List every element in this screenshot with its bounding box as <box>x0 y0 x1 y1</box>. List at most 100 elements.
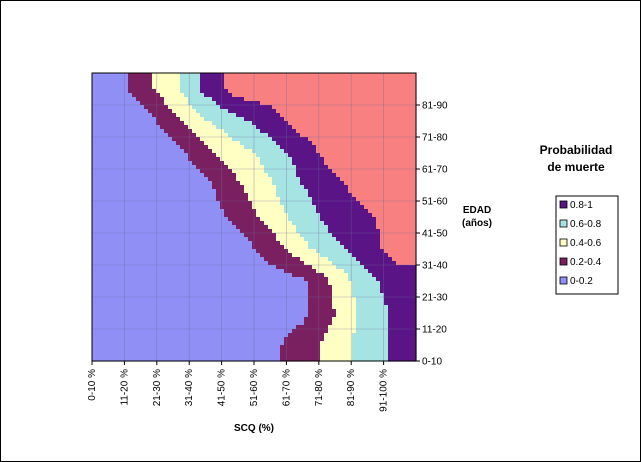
contour-cell <box>288 121 417 126</box>
contour-cell <box>352 285 381 290</box>
contour-cell <box>144 105 169 110</box>
contour-cell <box>164 97 189 102</box>
contour-cell <box>380 289 417 294</box>
contour-cell <box>392 257 417 262</box>
contour-cell <box>340 241 381 246</box>
contour-cell <box>296 165 329 170</box>
contour-cell <box>356 309 389 314</box>
contour-cell <box>268 225 297 230</box>
contour-cell <box>92 217 229 222</box>
contour-cell <box>92 325 297 330</box>
contour-cell <box>304 317 333 322</box>
contour-cell <box>276 109 417 114</box>
contour-cell <box>232 93 417 98</box>
y-tick-label: 0-10 <box>422 357 442 368</box>
contour-cell <box>380 229 417 234</box>
contour-cell <box>92 337 285 342</box>
contour-cell <box>256 213 289 218</box>
contour-cell <box>224 85 417 90</box>
y-tick-label: 31-40 <box>422 261 448 272</box>
legend-title-line-2: de muerte <box>547 160 605 174</box>
contour-cell <box>360 201 417 206</box>
contour-cell <box>92 145 181 150</box>
contour-cell <box>92 329 293 334</box>
contour-cell <box>380 237 417 242</box>
contour-cell <box>148 109 173 114</box>
legend-label: 0.6-0.8 <box>570 219 602 230</box>
contour-cell <box>92 149 185 154</box>
contour-cell <box>92 189 217 194</box>
contour-cell <box>276 141 313 146</box>
contour-cell <box>320 357 353 362</box>
x-tick-label: 21-30 % <box>152 369 163 406</box>
contour-cell <box>388 309 417 314</box>
contour-cell <box>308 137 417 142</box>
contour-cell <box>216 193 249 198</box>
contour-cell <box>276 189 309 194</box>
contour-cell <box>92 241 253 246</box>
contour-cell <box>280 113 417 118</box>
legend-swatch <box>559 219 568 228</box>
contour-cell <box>92 81 129 86</box>
contour-cell <box>92 225 237 230</box>
contour-cell <box>320 345 353 350</box>
contour-cell <box>204 141 241 146</box>
contour-cell <box>324 337 353 342</box>
contour-cell <box>136 97 165 102</box>
contour-cell <box>272 229 297 234</box>
contour-cell <box>320 341 353 346</box>
legend-swatch <box>559 238 568 247</box>
contour-cell <box>92 173 205 178</box>
contour-cell <box>224 209 257 214</box>
contour-cell <box>384 297 417 302</box>
contour-cell <box>228 217 261 222</box>
contour-cell <box>388 337 417 342</box>
contour-cell <box>360 261 397 266</box>
contour-cell <box>208 145 245 150</box>
contour-cell <box>92 141 177 146</box>
contour-cell <box>316 149 417 154</box>
contour-cell <box>276 193 309 198</box>
contour-cell <box>92 265 277 270</box>
contour-cell <box>196 165 229 170</box>
contour-cell <box>92 245 253 250</box>
contour-cell <box>308 289 333 294</box>
contour-cell <box>156 89 181 94</box>
contour-cell <box>252 245 285 250</box>
contour-cell <box>288 217 321 222</box>
contour-cell <box>160 125 189 130</box>
contour-cell <box>348 249 385 254</box>
contour-cell <box>380 241 417 246</box>
contour-cell <box>264 165 297 170</box>
contour-cell <box>180 77 201 82</box>
contour-cell <box>336 265 365 270</box>
contour-cell <box>356 329 389 334</box>
contour-cell <box>312 265 337 270</box>
contour-cell <box>128 85 153 90</box>
contour-cell <box>308 193 353 198</box>
contour-cell <box>340 177 417 182</box>
contour-cell <box>296 169 333 174</box>
contour-cell <box>388 341 417 346</box>
contour-cell <box>388 325 417 330</box>
contour-cell <box>308 245 345 250</box>
contour-cell <box>92 357 281 362</box>
contour-cell <box>352 293 385 298</box>
contour-cell <box>256 209 285 214</box>
contour-cell <box>200 169 233 174</box>
contour-cell <box>252 121 289 126</box>
contour-cell <box>356 305 389 310</box>
contour-cell <box>260 129 297 134</box>
contour-cell <box>352 341 389 346</box>
contour-cell <box>304 277 329 282</box>
y-tick-label: 71-80 <box>422 133 448 144</box>
contour-cell <box>220 205 253 210</box>
contour-cell <box>268 133 301 138</box>
contour-cell <box>92 309 309 314</box>
contour-cell <box>92 157 189 162</box>
contour-cell <box>248 237 277 242</box>
contour-cell <box>180 81 201 86</box>
contour-cell <box>92 285 309 290</box>
contour-cell <box>272 105 417 110</box>
contour-cell <box>328 257 357 262</box>
